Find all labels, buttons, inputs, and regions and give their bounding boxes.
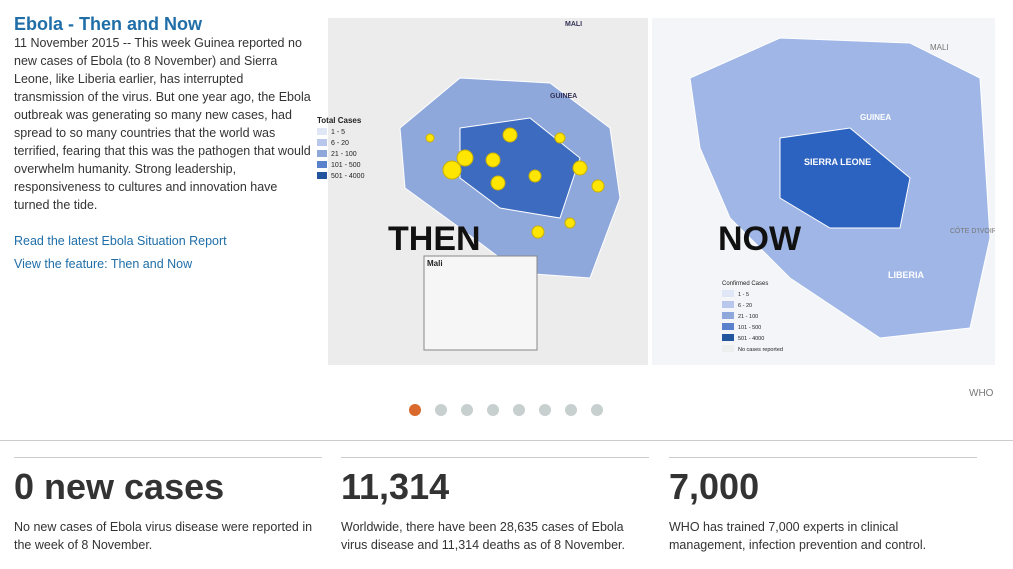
- then-legend-item: 101 - 500: [331, 162, 361, 169]
- now-region-label: MALI: [930, 43, 949, 52]
- now-legend-title: Confirmed Cases: [722, 281, 768, 287]
- now-legend-item: 6 - 20: [738, 303, 752, 309]
- stat-value: 0 new cases: [14, 466, 225, 507]
- stat: 7,000 WHO has trained 7,000 experts in c…: [669, 457, 977, 554]
- then-legend-item: 21 - 100: [331, 151, 357, 158]
- now-legend-item: 501 - 4000: [738, 336, 764, 342]
- carousel-dot[interactable]: [565, 404, 577, 416]
- separator: [0, 440, 1013, 441]
- then-core: [459, 117, 581, 219]
- stat: 0 new cases No new cases of Ebola virus …: [14, 457, 322, 554]
- maps-image: Total Cases 1 - 5 6 - 20 21 - 100 101 - …: [317, 18, 995, 365]
- stat: 11,314 Worldwide, there have been 28,635…: [341, 457, 649, 554]
- stat-text: No new cases of Ebola virus disease were…: [14, 520, 313, 552]
- now-region-label: LIBERIA: [888, 270, 925, 280]
- stat-text: WHO has trained 7,000 experts in clinica…: [669, 520, 927, 552]
- now-legend-item: 21 - 100: [738, 314, 758, 320]
- then-legend-title: Total Cases: [317, 116, 362, 125]
- inset-map: [423, 255, 538, 351]
- now-core: [779, 127, 911, 229]
- now-legend-item: 101 - 500: [738, 325, 761, 331]
- report-link[interactable]: Read the latest Ebola Situation Report: [14, 234, 227, 248]
- then-label: THEN: [388, 220, 481, 258]
- now-region-label: GUINEA: [860, 113, 891, 122]
- then-circles: [425, 127, 605, 239]
- inset-label: Mali: [427, 259, 443, 268]
- now-legend-item: 1 - 5: [738, 292, 749, 298]
- carousel-dot[interactable]: [487, 404, 499, 416]
- carousel-dot[interactable]: [435, 404, 447, 416]
- image-credit: WHO: [969, 388, 994, 399]
- now-legend-item: No cases reported: [738, 347, 783, 353]
- now-region-label: SIERRA LEONE: [804, 157, 871, 167]
- carousel-dot[interactable]: [409, 404, 421, 416]
- carousel-dot[interactable]: [461, 404, 473, 416]
- then-legend-item: 6 - 20: [331, 140, 349, 147]
- feature-link[interactable]: View the feature: Then and Now: [14, 257, 193, 271]
- now-label: NOW: [718, 220, 802, 258]
- stat-value: 11,314: [341, 466, 450, 507]
- now-region-label: CÔTE D'IVOIRE: [950, 226, 995, 235]
- then-region-label: GUINEA: [550, 93, 577, 100]
- carousel-dot[interactable]: [513, 404, 525, 416]
- intro-text: 11 November 2015 -- This week Guinea rep…: [14, 36, 311, 212]
- title: Ebola - Then and Now: [14, 14, 202, 34]
- then-legend-item: 1 - 5: [331, 129, 345, 136]
- stat-value: 7,000: [669, 466, 760, 507]
- then-legend-item: 501 - 4000: [331, 173, 365, 180]
- carousel-dot[interactable]: [591, 404, 603, 416]
- then-region-label: MALI: [565, 21, 582, 28]
- carousel-dot[interactable]: [539, 404, 551, 416]
- stat-text: Worldwide, there have been 28,635 cases …: [341, 520, 625, 552]
